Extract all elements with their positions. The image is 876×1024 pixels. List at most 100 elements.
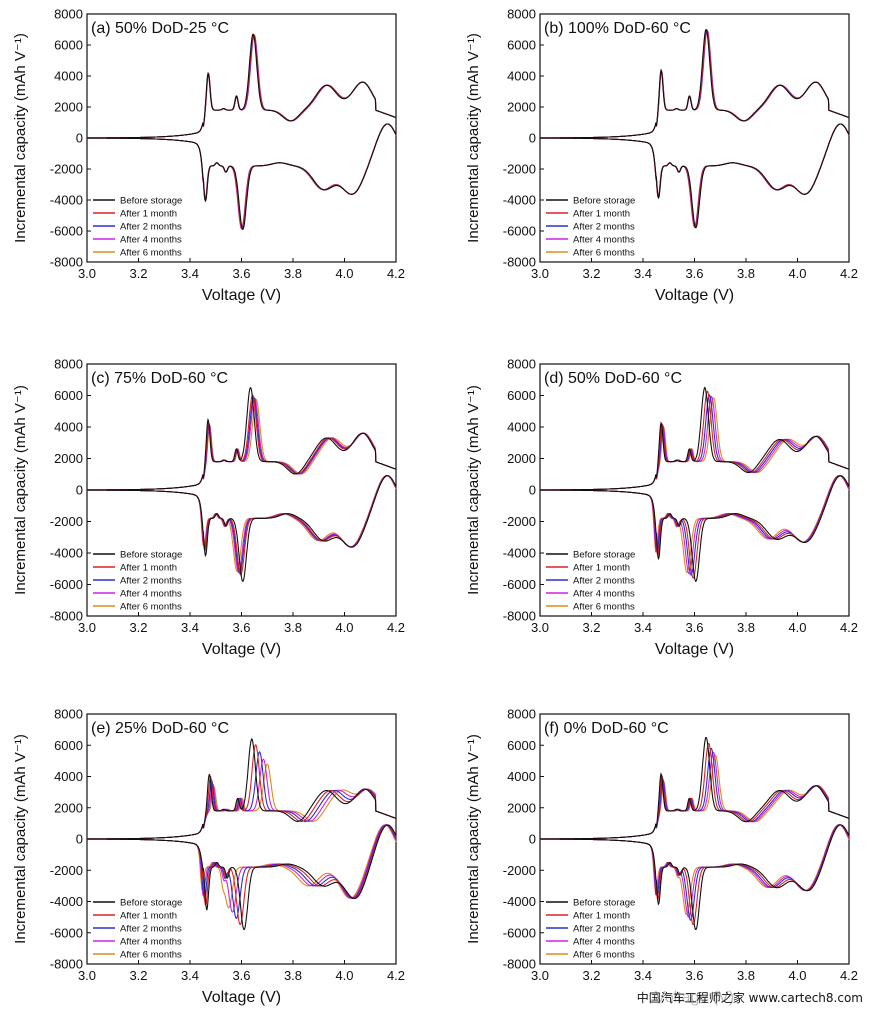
y-tick-label: 6000 xyxy=(54,738,83,753)
x-tick-label: 3.6 xyxy=(232,266,250,281)
legend-entry: Before storage xyxy=(120,898,182,909)
y-tick-label: 4000 xyxy=(507,420,536,435)
y-tick-label: -8000 xyxy=(503,609,536,624)
x-tick-label: 3.0 xyxy=(78,968,96,983)
discharge-curve-before-storage xyxy=(87,475,397,582)
legend-entry: After 4 months xyxy=(120,589,182,600)
x-tick-label: 4.0 xyxy=(788,620,806,635)
y-tick-label: 6000 xyxy=(54,388,83,403)
charge-curve-after-1-month xyxy=(540,742,850,840)
y-tick-label: -8000 xyxy=(503,957,536,972)
y-tick-label: 0 xyxy=(76,832,83,847)
charge-curve-after-1-month xyxy=(87,394,397,491)
x-tick-label: 4.0 xyxy=(788,266,806,281)
x-tick-label: 3.2 xyxy=(582,266,600,281)
y-tick-label: 2000 xyxy=(507,100,536,115)
y-tick-label: 2000 xyxy=(54,800,83,815)
legend-entry: After 4 months xyxy=(573,589,635,600)
x-tick-label: 3.8 xyxy=(737,968,755,983)
x-tick-label: 4.0 xyxy=(335,620,353,635)
panel-title: (a) 50% DoD-25 °C xyxy=(91,20,229,37)
x-tick-label: 3.4 xyxy=(181,968,199,983)
y-tick-label: -4000 xyxy=(503,894,536,909)
chart-panel-f: 3.0 3.2 3.4 3.6 3.8 4.0 4.2 8000 6000 4000 2000 0 -2… xyxy=(465,707,858,1007)
x-tick-label: 3.8 xyxy=(284,968,302,983)
y-tick-label: -4000 xyxy=(503,546,536,561)
x-tick-label: 4.0 xyxy=(788,968,806,983)
y-axis-label: Incremental capacity (mAh V⁻¹) xyxy=(465,385,482,595)
y-axis-label: Incremental capacity (mAh V⁻¹) xyxy=(12,33,29,243)
charge-curve-after-4-months xyxy=(87,34,397,139)
panel-title: (c) 75% DoD-60 °C xyxy=(91,370,228,387)
panel-title: (e) 25% DoD-60 °C xyxy=(91,720,229,737)
y-axis-label: Incremental capacity (mAh V⁻¹) xyxy=(465,33,482,243)
x-tick-label: 3.0 xyxy=(531,266,549,281)
legend-entry: After 2 months xyxy=(573,576,635,587)
legend-entry: After 2 months xyxy=(120,576,182,587)
x-tick-label: 3.0 xyxy=(78,266,96,281)
x-tick-label: 3.4 xyxy=(634,620,652,635)
legend-entry: After 1 month xyxy=(573,911,630,922)
legend-entry: Before storage xyxy=(120,196,182,207)
y-tick-label: -4000 xyxy=(50,894,83,909)
x-tick-label: 3.0 xyxy=(531,620,549,635)
y-axis-label: Incremental capacity (mAh V⁻¹) xyxy=(12,734,29,944)
legend-entry: After 1 month xyxy=(120,911,177,922)
y-tick-label: 6000 xyxy=(507,38,536,53)
legend-entry: Before storage xyxy=(573,898,635,909)
charge-curve-after-4-months xyxy=(87,397,397,491)
discharge-curve-before-storage xyxy=(87,123,397,230)
x-tick-label: 4.0 xyxy=(335,266,353,281)
legend-entry: After 2 months xyxy=(573,222,635,233)
y-tick-label: 8000 xyxy=(54,7,83,22)
y-axis-label: Incremental capacity (mAh V⁻¹) xyxy=(465,734,482,944)
y-tick-label: 2000 xyxy=(507,800,536,815)
charge-curve-after-2-months xyxy=(87,751,397,840)
x-tick-label: 3.4 xyxy=(181,266,199,281)
discharge-curve-before-storage xyxy=(540,824,850,931)
charge-curve-after-1-month xyxy=(540,390,850,491)
charge-curve-after-2-months xyxy=(540,748,850,840)
x-tick-label: 3.2 xyxy=(582,968,600,983)
y-tick-label: -4000 xyxy=(503,193,536,208)
discharge-curve-before-storage xyxy=(87,824,397,931)
x-tick-label: 3.6 xyxy=(232,968,250,983)
charge-curve-before-storage xyxy=(87,387,397,491)
x-axis-label: Voltage (V) xyxy=(202,641,281,658)
charge-curve-after-2-months xyxy=(540,394,850,491)
y-tick-label: -2000 xyxy=(50,863,83,878)
legend-entry: After 6 months xyxy=(573,950,635,961)
x-axis-label: Voltage (V) xyxy=(655,641,734,658)
charge-curve-after-1-month xyxy=(540,29,850,139)
watermark: 中国汽车工程师之家 www.cartech8.com xyxy=(633,988,866,1007)
x-tick-label: 4.2 xyxy=(840,968,858,983)
legend-entry: After 1 month xyxy=(573,563,630,574)
charge-curve-after-2-months xyxy=(87,34,397,139)
chart-panel-c: 3.0 3.2 3.4 3.6 3.8 4.0 4.2 8000 6000 4000 2000 0 -2… xyxy=(12,357,405,659)
x-tick-label: 3.2 xyxy=(129,620,147,635)
legend-entry: After 4 months xyxy=(120,235,182,246)
x-tick-label: 4.2 xyxy=(840,620,858,635)
y-tick-label: -6000 xyxy=(503,577,536,592)
y-tick-label: 6000 xyxy=(507,738,536,753)
x-tick-label: 4.2 xyxy=(387,266,405,281)
y-tick-label: 8000 xyxy=(54,707,83,722)
y-tick-label: 4000 xyxy=(507,769,536,784)
x-tick-label: 3.2 xyxy=(582,620,600,635)
chart-panel-a: 3.0 3.2 3.4 3.6 3.8 4.0 4.2 8000 6000 4000 2000 0 -2… xyxy=(12,7,405,305)
y-tick-label: -6000 xyxy=(50,925,83,940)
x-tick-label: 3.6 xyxy=(685,968,703,983)
panel-title: (d) 50% DoD-60 °C xyxy=(544,370,682,387)
charge-curve-before-storage xyxy=(540,737,850,840)
panel-title: (b) 100% DoD-60 °C xyxy=(544,20,691,37)
y-tick-label: 8000 xyxy=(54,357,83,372)
x-tick-label: 4.0 xyxy=(335,968,353,983)
y-tick-label: 0 xyxy=(529,832,536,847)
charge-curve-before-storage xyxy=(540,386,850,491)
x-axis-label: Voltage (V) xyxy=(202,287,281,304)
y-tick-label: -2000 xyxy=(503,514,536,529)
legend-entry: After 1 month xyxy=(120,563,177,574)
y-tick-label: -6000 xyxy=(50,224,83,239)
x-tick-label: 4.2 xyxy=(387,620,405,635)
